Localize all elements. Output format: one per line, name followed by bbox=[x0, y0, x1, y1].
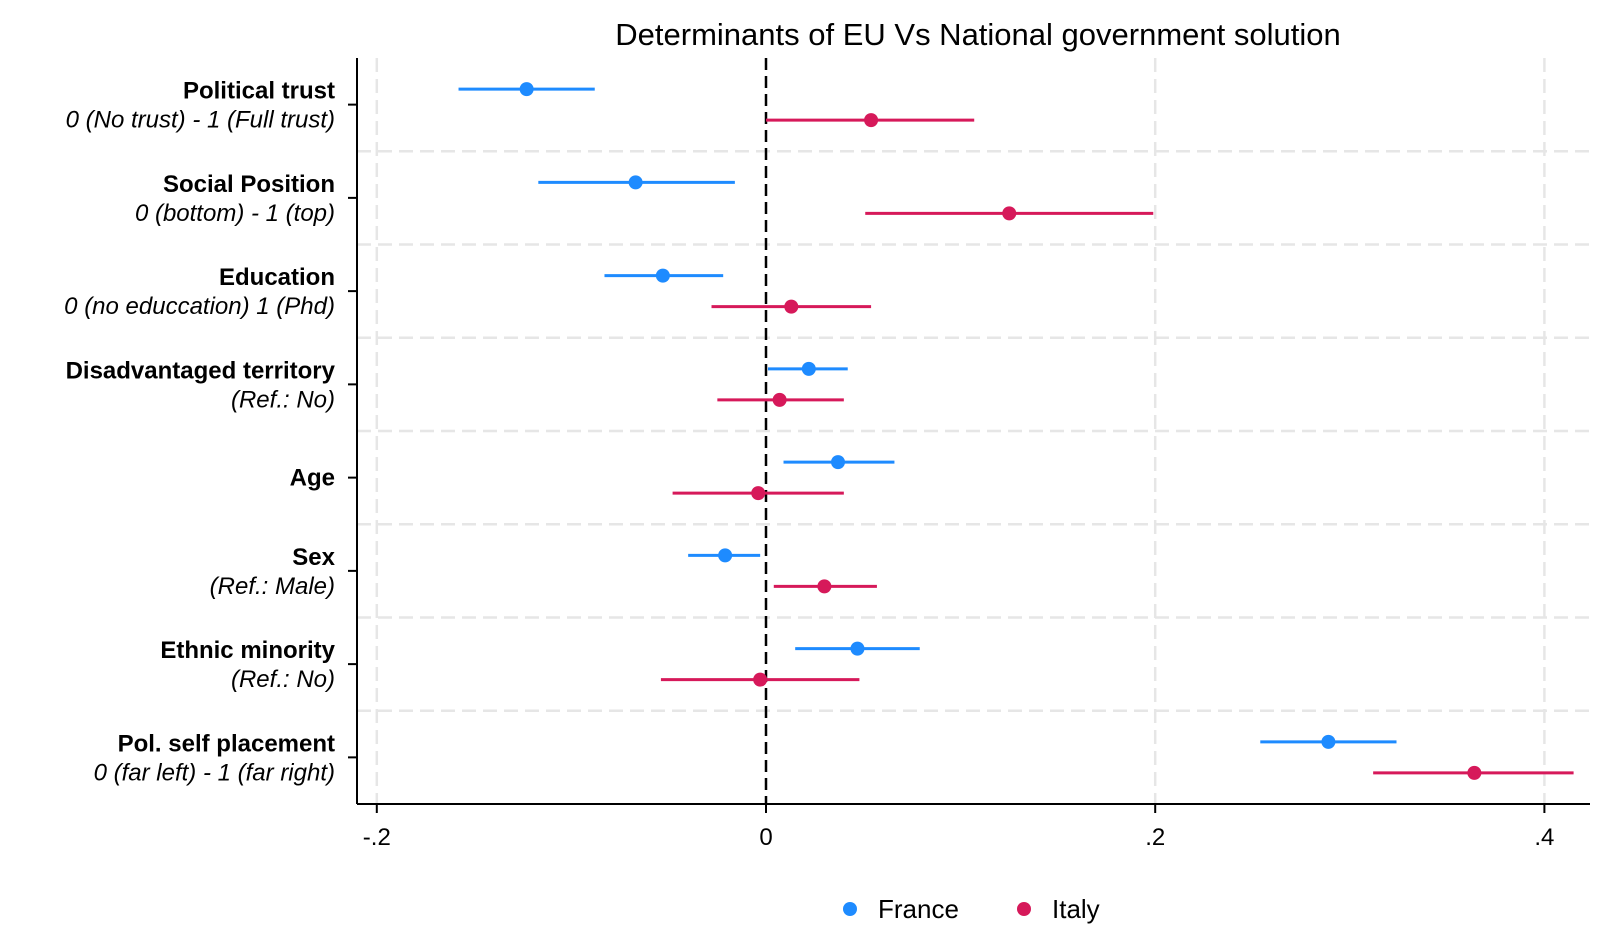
legend-label: Italy bbox=[1052, 894, 1100, 924]
x-tick-label: .2 bbox=[1145, 824, 1165, 851]
point-estimate bbox=[864, 113, 879, 128]
category-label: Ethnic minority bbox=[160, 637, 335, 664]
point-estimate bbox=[850, 641, 865, 656]
category-label: Education bbox=[219, 264, 335, 291]
point-estimate bbox=[519, 82, 534, 97]
point-estimate bbox=[831, 455, 846, 470]
axes: -.2 0 .2 .4 bbox=[348, 58, 1590, 851]
gridlines bbox=[357, 58, 1590, 804]
category-label: Social Position bbox=[163, 171, 335, 198]
point-estimate bbox=[655, 268, 670, 283]
legend-label: France bbox=[878, 894, 959, 924]
x-tick-label: 0 bbox=[759, 824, 772, 851]
legend-item-italy: Italy bbox=[1017, 894, 1100, 924]
chart-title: Determinants of EU Vs National governmen… bbox=[615, 17, 1340, 52]
legend-item-france: France bbox=[843, 894, 959, 924]
category-label: Age bbox=[290, 465, 335, 492]
point-estimate bbox=[1321, 734, 1336, 749]
legend: France Italy bbox=[843, 894, 1100, 924]
category-sublabel: 0 (far left) - 1 (far right) bbox=[94, 759, 335, 786]
series-france bbox=[458, 82, 1397, 749]
point-estimate bbox=[772, 392, 787, 407]
category-sublabel: (Ref.: No) bbox=[231, 666, 335, 693]
x-tick-label: .4 bbox=[1534, 824, 1554, 851]
category-label: Sex bbox=[292, 544, 335, 571]
point-estimate bbox=[1467, 765, 1482, 780]
point-estimate bbox=[753, 672, 768, 687]
category-sublabel: 0 (No trust) - 1 (Full trust) bbox=[66, 107, 335, 134]
category-label: Disadvantaged territory bbox=[66, 357, 336, 384]
point-estimate bbox=[751, 486, 766, 501]
point-estimate bbox=[784, 299, 799, 314]
point-estimate bbox=[801, 361, 816, 376]
series-italy bbox=[660, 113, 1574, 780]
legend-marker bbox=[843, 902, 857, 916]
point-estimate bbox=[628, 175, 643, 190]
legend-marker bbox=[1017, 902, 1031, 916]
point-estimate bbox=[718, 548, 733, 563]
category-label: Pol. self placement bbox=[118, 730, 335, 757]
category-sublabel: 0 (no educcation) 1 (Phd) bbox=[64, 293, 335, 320]
point-estimate bbox=[1002, 206, 1017, 221]
category-sublabel: (Ref.: No) bbox=[231, 386, 335, 413]
data-marks bbox=[458, 82, 1574, 780]
x-tick-label: -.2 bbox=[363, 824, 391, 851]
category-sublabel: (Ref.: Male) bbox=[210, 573, 335, 600]
category-label: Political trust bbox=[183, 78, 335, 105]
category-sublabel: 0 (bottom) - 1 (top) bbox=[135, 200, 335, 227]
point-estimate bbox=[817, 579, 832, 594]
